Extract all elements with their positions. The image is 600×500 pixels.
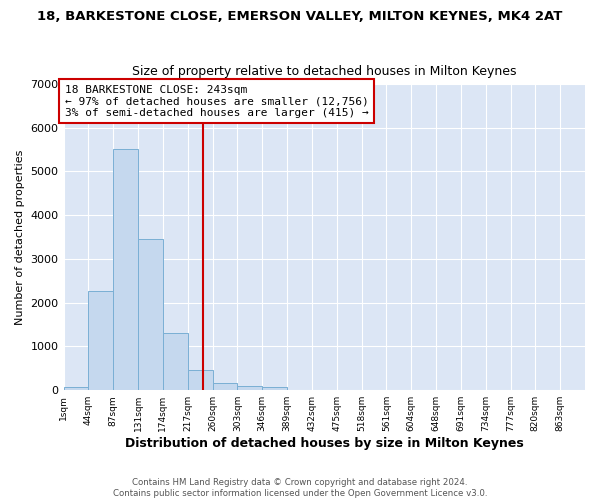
Bar: [64, 387, 88, 390]
Y-axis label: Number of detached properties: Number of detached properties: [15, 150, 25, 324]
Bar: [262, 387, 287, 390]
X-axis label: Distribution of detached houses by size in Milton Keynes: Distribution of detached houses by size …: [125, 437, 524, 450]
Text: 18 BARKESTONE CLOSE: 243sqm
← 97% of detached houses are smaller (12,756)
3% of : 18 BARKESTONE CLOSE: 243sqm ← 97% of det…: [65, 84, 368, 118]
Text: Contains HM Land Registry data © Crown copyright and database right 2024.
Contai: Contains HM Land Registry data © Crown c…: [113, 478, 487, 498]
Bar: [212, 383, 238, 390]
Bar: [88, 291, 113, 390]
Bar: [238, 386, 262, 390]
Text: 18, BARKESTONE CLOSE, EMERSON VALLEY, MILTON KEYNES, MK4 2AT: 18, BARKESTONE CLOSE, EMERSON VALLEY, MI…: [37, 10, 563, 23]
Bar: [188, 370, 212, 390]
Bar: [138, 239, 163, 390]
Title: Size of property relative to detached houses in Milton Keynes: Size of property relative to detached ho…: [132, 66, 517, 78]
Bar: [113, 150, 138, 390]
Bar: [163, 333, 188, 390]
